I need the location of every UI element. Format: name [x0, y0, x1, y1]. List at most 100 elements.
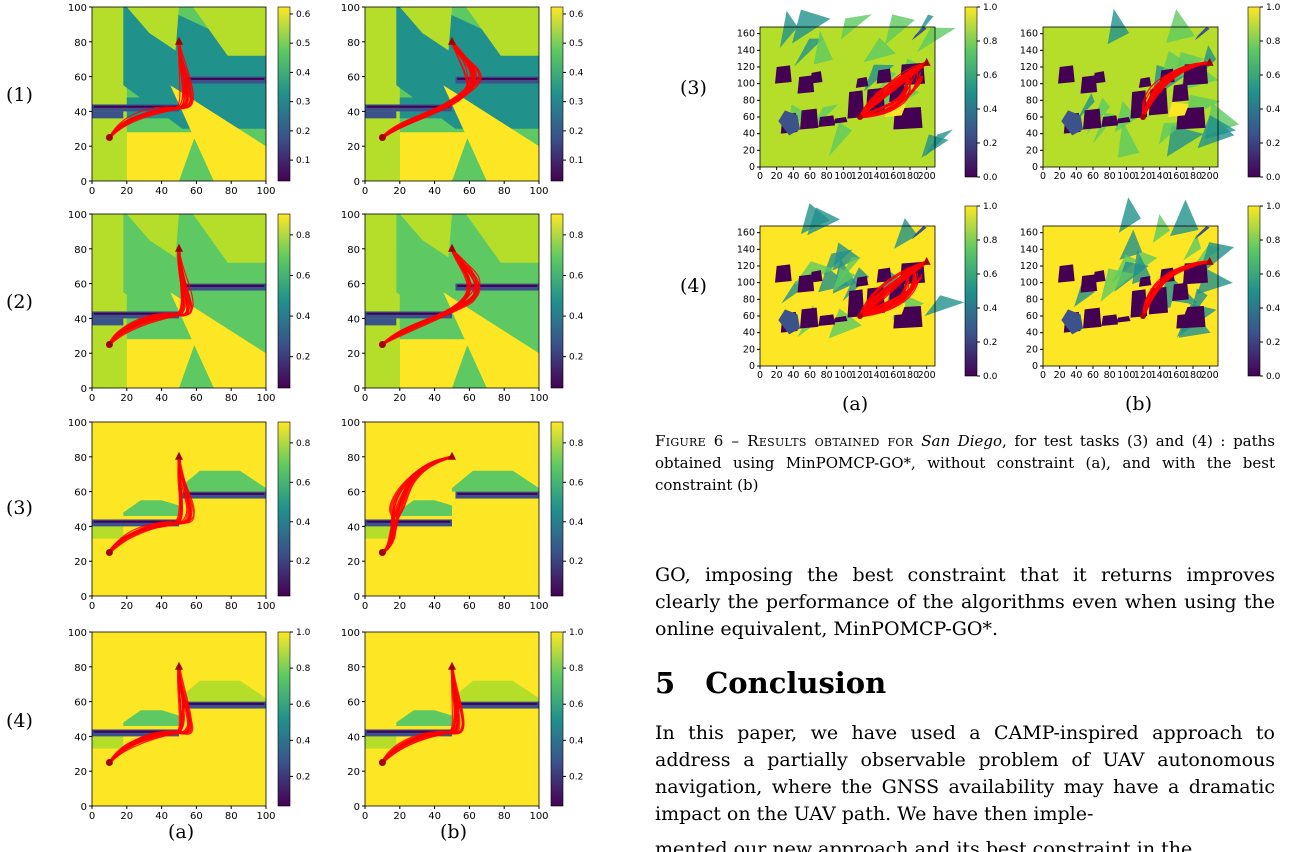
trajectory-path: [381, 456, 453, 553]
building-block: [847, 90, 865, 119]
x-tick-label: 20: [771, 171, 783, 182]
colorbar-tick-label: 0.8: [296, 664, 311, 674]
x-tick-label: 40: [428, 601, 441, 612]
building-block: [1116, 117, 1131, 124]
y-tick-label: 60: [74, 280, 87, 291]
colorbar-tick-label: 0.3: [569, 98, 583, 108]
y-tick-label: 80: [743, 95, 755, 106]
plot-frame: [364, 631, 540, 807]
x-tick-label: 40: [155, 811, 168, 822]
x-tick-label: 100: [529, 186, 548, 197]
map-region: [823, 249, 853, 276]
map-region: [123, 710, 179, 726]
map-region: [1169, 199, 1199, 237]
x-tick-label: 80: [498, 186, 511, 197]
y-tick-label: 60: [1026, 112, 1038, 123]
right-figure-plots: 0 20 40 60 80 1001201401601802000204060801001…: [737, 3, 1281, 382]
map-region: [1168, 102, 1189, 117]
map-region: [365, 526, 397, 539]
y-tick-label: 20: [74, 767, 87, 778]
map-region: [1114, 261, 1149, 292]
map-region: [365, 7, 400, 181]
x-tick-label: 160: [884, 370, 902, 381]
colorbar-tick-label: 0.2: [296, 127, 310, 137]
building-block: [1093, 270, 1106, 283]
y-tick-label: 100: [341, 418, 360, 429]
colorbar-tick-label: 0.8: [983, 37, 998, 47]
y-tick-label: 160: [1020, 228, 1038, 239]
map-region: [1204, 114, 1236, 140]
x-tick-label: 20: [393, 601, 406, 612]
plot-frame: [1042, 225, 1219, 367]
x-tick-label: 100: [529, 601, 548, 612]
plot-frame: [759, 26, 936, 168]
building-block: [1080, 274, 1098, 293]
y-tick-label: 60: [347, 698, 360, 709]
y-tick-label: 120: [1020, 261, 1038, 272]
y-tick-label: 140: [737, 45, 755, 56]
colorbar-tick-label: 1.0: [1266, 3, 1281, 13]
building-block: [833, 316, 848, 323]
building-block: [1138, 276, 1152, 287]
building-block: [1172, 282, 1189, 301]
x-tick-label: 100: [256, 186, 275, 197]
y-tick-label: 80: [1026, 95, 1038, 106]
trajectory-path: [382, 248, 478, 346]
y-tick-label: 100: [737, 278, 755, 289]
x-tick-label: 60: [463, 811, 476, 822]
colorbar: [964, 205, 978, 377]
colorbar-tick-label: 0.4: [1266, 105, 1281, 115]
map-region: [452, 470, 539, 492]
colorbar-tick-label: 0.4: [1266, 304, 1281, 314]
x-tick-label: 40: [787, 171, 799, 182]
y-tick-label: 100: [341, 628, 360, 639]
start-marker: [378, 759, 386, 766]
y-tick-label: 80: [74, 245, 87, 256]
left-figure: 0 20 40 60 80 100 0 20 40 60 80 100 0.1 0.2 0.3 0.4 0.5 0…: [0, 0, 600, 852]
colorbar-tick-label: 0.2: [296, 353, 310, 363]
x-tick-label: 160: [884, 171, 902, 182]
y-tick-label: 20: [74, 557, 87, 568]
building-block: [1083, 108, 1102, 130]
colorbar-tick-label: 0.0: [1266, 372, 1281, 382]
obstacle-bar: [457, 77, 538, 80]
obstacle-bar: [455, 76, 539, 84]
map-region: [1168, 301, 1189, 316]
y-tick-label: 0: [81, 384, 87, 395]
x-tick-label: 0: [89, 186, 95, 197]
building-block: [818, 314, 835, 326]
trajectory-path: [108, 456, 188, 553]
colorbar-tick-label: 0.6: [983, 71, 998, 81]
obstacle-bar: [455, 283, 539, 291]
map-region: [170, 292, 266, 388]
colorbar-tick-label: 0.4: [296, 518, 311, 528]
trajectory-path: [859, 62, 927, 118]
map-region: [1198, 242, 1235, 276]
y-tick-label: 40: [74, 314, 87, 325]
colorbar-tick-label: 0.6: [1266, 71, 1281, 81]
building-block: [1080, 75, 1098, 94]
x-tick-label: 160: [1167, 370, 1185, 381]
goal-marker: [922, 57, 931, 66]
colorbar-tick-label: 0.2: [983, 338, 997, 348]
colorbar-tick-label: 0.4: [569, 518, 584, 528]
y-tick-label: 100: [341, 3, 360, 14]
y-tick-label: 140: [737, 244, 755, 255]
map-region: [828, 121, 853, 157]
x-tick-label: 0: [89, 601, 95, 612]
colorbar-tick-label: 0.4: [569, 312, 584, 322]
map-region: [443, 292, 539, 388]
obstacle-bar: [184, 77, 265, 80]
trajectory-path: [382, 248, 476, 345]
trajectory-path: [381, 666, 459, 763]
plot-frame: [364, 213, 540, 389]
obstacle-bar: [366, 105, 451, 108]
map-region: [792, 9, 831, 44]
x-tick-label: 80: [821, 370, 833, 381]
x-tick-label: 0: [362, 601, 368, 612]
building-block: [855, 276, 869, 287]
x-tick-label: 0: [1040, 370, 1046, 381]
x-tick-label: 0: [362, 811, 368, 822]
map-region: [811, 104, 839, 131]
obstacle-bar: [457, 492, 538, 495]
